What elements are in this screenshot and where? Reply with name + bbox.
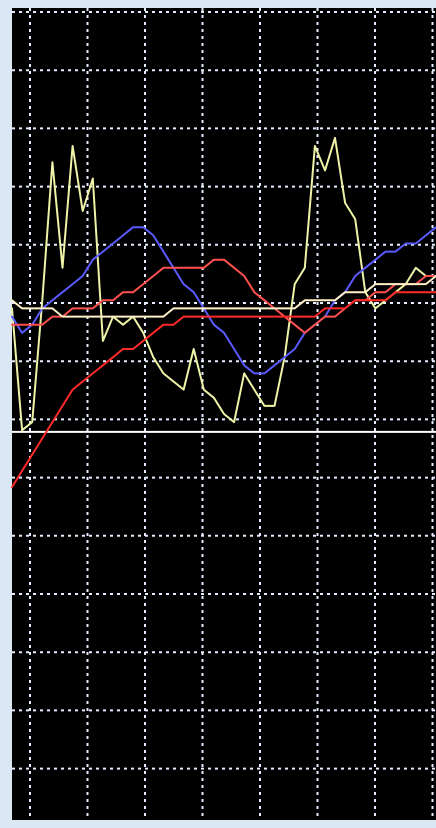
grid-lines xyxy=(12,8,436,820)
series-line-1 xyxy=(11,226,436,375)
series-line-3 xyxy=(11,275,436,318)
series-layer xyxy=(11,136,436,489)
series-line-4 xyxy=(11,291,436,489)
